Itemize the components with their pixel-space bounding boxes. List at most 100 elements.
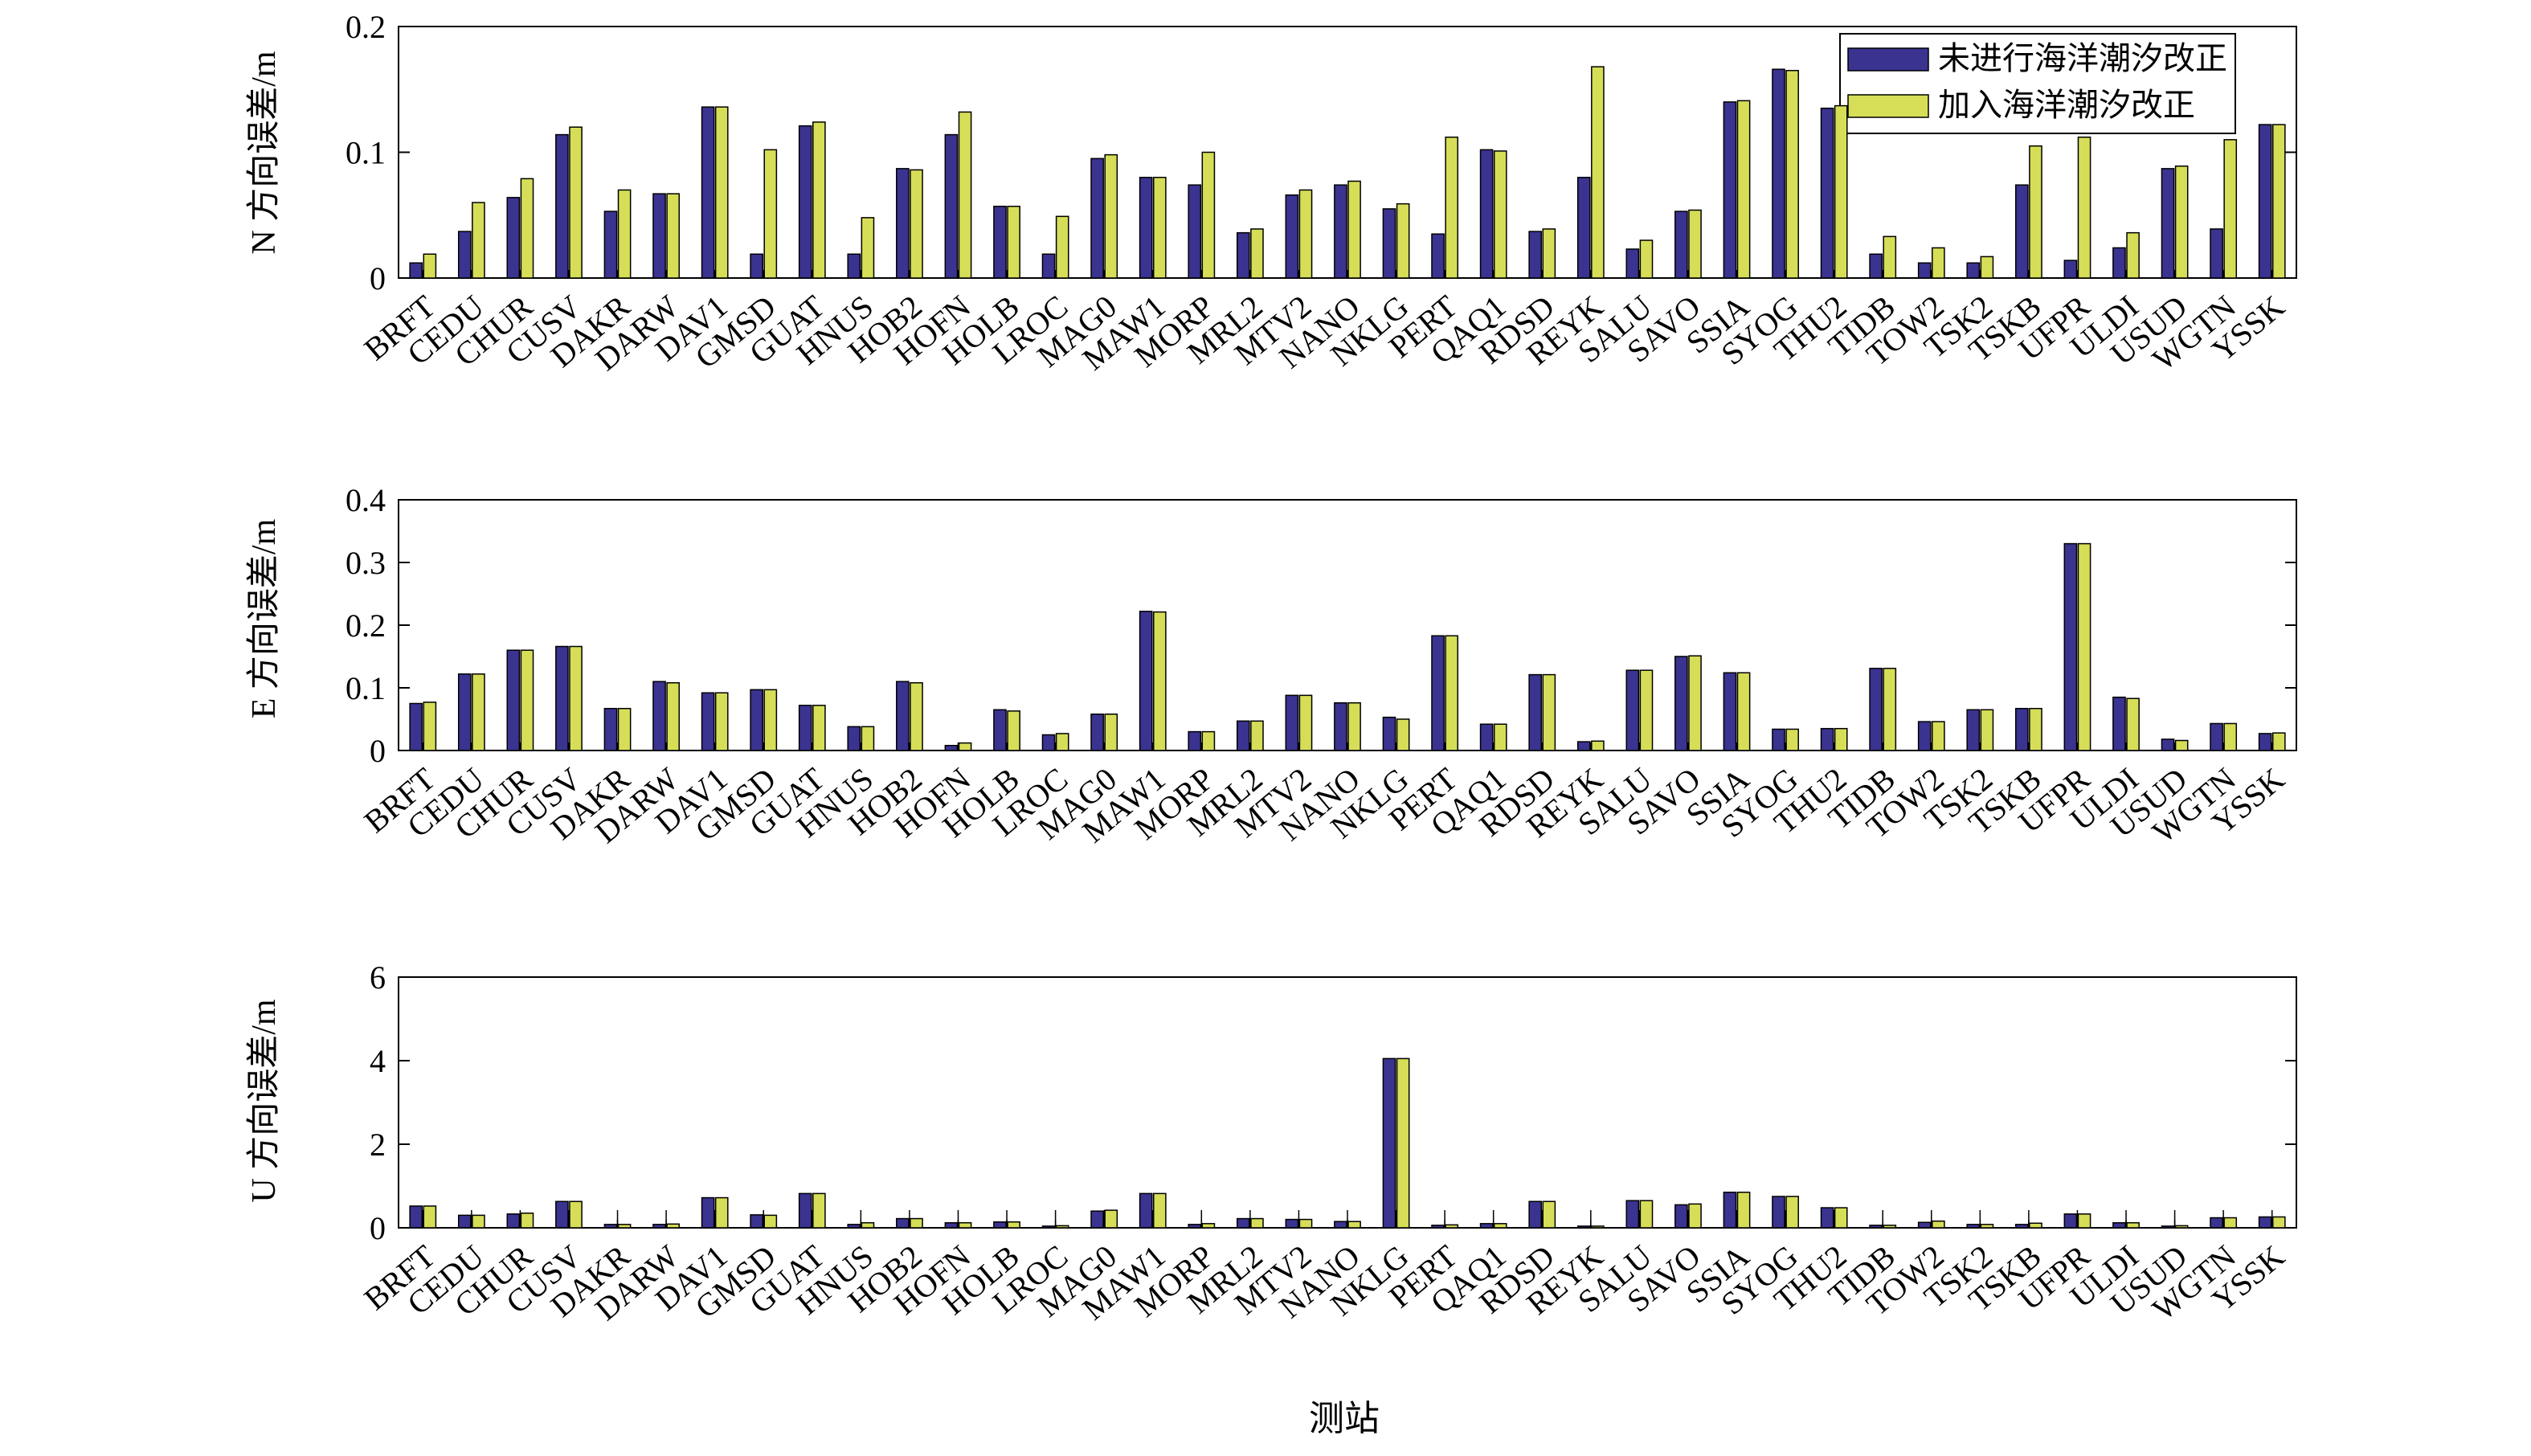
bar-series-b-morp [1201, 1223, 1216, 1229]
bar-series-b-mrl2 [1250, 228, 1264, 279]
bar-series-b-darw [666, 682, 680, 751]
panel-e-ylabel: E 方向误差/m [246, 518, 283, 718]
bar-series-b-morp [1201, 151, 1216, 279]
bar-series-a-reyk [1576, 177, 1591, 279]
bar-series-a-guat [798, 125, 812, 279]
bar-series-b-cusv [569, 126, 583, 279]
bar-series-a-ssia [1723, 672, 1737, 751]
bar-series-b-tow2 [1932, 1220, 1945, 1229]
bar-series-b-wgtn [2223, 722, 2238, 751]
bar-series-b-uldi [2126, 231, 2140, 279]
bar-series-a-mag0 [1090, 157, 1104, 279]
legend-swatch-series-b [1847, 94, 1929, 118]
bar-series-b-cedu [472, 673, 485, 751]
bar-series-a-nklg [1382, 1057, 1396, 1229]
bar-series-b-hnus [861, 726, 875, 751]
bar-series-a-tidb [1869, 253, 1883, 279]
bar-series-b-guat [812, 121, 826, 279]
bar-series-a-holb [993, 1221, 1007, 1229]
bar-series-a-lroc [1041, 253, 1056, 279]
bar-series-b-nklg [1396, 718, 1410, 751]
bar-series-b-morp [1201, 730, 1216, 751]
bar-series-b-dav1 [714, 1196, 729, 1229]
bar-series-a-maw1 [1139, 611, 1153, 751]
bar-series-a-ssia [1723, 1192, 1737, 1229]
panel-n-ytick-label: 0 [370, 260, 386, 297]
bar-series-a-mag0 [1090, 1210, 1104, 1229]
bar-series-a-qaq1 [1479, 149, 1494, 279]
bar-series-a-chur [506, 649, 521, 751]
bar-series-b-darw [666, 193, 680, 279]
bar-series-a-lroc [1041, 734, 1056, 751]
bar-series-a-cedu [457, 231, 472, 279]
panel-u-ytick-label: 0 [370, 1210, 386, 1246]
bar-series-a-morp [1188, 730, 1202, 751]
bar-series-a-uldi [2112, 696, 2126, 751]
bar-series-a-chur [506, 197, 521, 279]
bar-series-a-reyk [1576, 741, 1591, 751]
bar-series-b-guat [812, 1192, 826, 1229]
panel-e-ytick-label: 0.2 [346, 607, 386, 644]
bar-series-a-guat [798, 705, 812, 751]
bar-series-b-mrl2 [1250, 1217, 1264, 1229]
bar-series-b-dakr [617, 189, 632, 279]
bar-series-a-gmsd [750, 253, 763, 279]
bar-series-b-maw1 [1152, 611, 1167, 751]
bar-series-a-nano [1334, 184, 1347, 279]
bar-series-a-usud [2161, 168, 2175, 279]
bar-series-a-cusv [555, 645, 569, 751]
bar-series-a-salu [1625, 1200, 1640, 1229]
bar-series-a-thu2 [1820, 727, 1834, 751]
bar-series-a-savo [1674, 211, 1688, 279]
bar-series-a-maw1 [1139, 177, 1153, 279]
bar-series-a-hnus [847, 1224, 861, 1229]
bar-series-b-hnus [861, 1222, 875, 1229]
legend-swatch-series-a [1847, 47, 1929, 72]
bar-series-b-mtv2 [1298, 1218, 1313, 1229]
bar-series-b-savo [1688, 1203, 1702, 1229]
bar-series-a-mag0 [1090, 714, 1104, 751]
bar-series-a-tsk2 [1966, 709, 1981, 751]
bar-series-b-hnus [861, 217, 875, 279]
bar-series-a-darw [652, 1224, 666, 1229]
bar-series-a-tidb [1869, 668, 1883, 751]
chart-marks: 00.10.2BRFTCEDUCHURCUSVDAKRDARWDAV1GMSDG… [346, 9, 2297, 1327]
bar-series-b-qaq1 [1493, 150, 1507, 279]
bar-series-a-hnus [847, 253, 861, 279]
bar-series-a-tskb [2015, 184, 2029, 279]
bar-series-a-mrl2 [1236, 1217, 1250, 1229]
bar-series-b-syog [1785, 1196, 1799, 1229]
bar-series-a-hnus [847, 726, 861, 751]
panel-u-ylabel: U 方向误差/m [246, 999, 283, 1203]
legend-label-series-a: 未进行海洋潮汐改正 [1938, 40, 2227, 76]
bar-series-b-uldi [2126, 1222, 2140, 1229]
bar-series-a-uldi [2112, 1222, 2126, 1229]
bar-series-b-rdsd [1542, 1200, 1556, 1229]
bar-series-b-reyk [1591, 740, 1605, 751]
bar-series-b-usud [2174, 165, 2189, 279]
bar-series-a-tow2 [1917, 1221, 1932, 1229]
bar-series-b-qaq1 [1493, 723, 1507, 751]
panel-u-ytick-label: 2 [370, 1127, 386, 1163]
bar-series-b-tow2 [1932, 721, 1945, 751]
panel-n-ytick-label: 0.2 [346, 9, 386, 45]
bar-series-a-tidb [1869, 1225, 1883, 1229]
bar-series-a-nklg [1382, 208, 1396, 279]
bar-series-a-tskb [2015, 707, 2029, 751]
bar-series-a-nano [1334, 701, 1347, 751]
bar-series-a-tsk2 [1966, 262, 1981, 279]
bar-series-a-ssia [1723, 101, 1737, 279]
bar-series-b-nano [1347, 180, 1361, 279]
bar-series-b-chur [520, 1213, 534, 1229]
bar-series-b-tskb [2029, 145, 2042, 279]
bar-series-a-rdsd [1528, 231, 1543, 279]
bar-series-b-cedu [472, 1214, 485, 1229]
bar-series-b-cusv [569, 1200, 583, 1229]
bar-series-a-usud [2161, 738, 2175, 751]
bar-series-b-tsk2 [1980, 1224, 1994, 1229]
bar-series-a-morp [1188, 184, 1202, 279]
bar-series-b-brft [423, 701, 437, 751]
bar-series-b-ufpr [2077, 542, 2091, 751]
bar-series-b-hofn [958, 742, 972, 751]
bar-series-b-salu [1639, 1200, 1654, 1229]
